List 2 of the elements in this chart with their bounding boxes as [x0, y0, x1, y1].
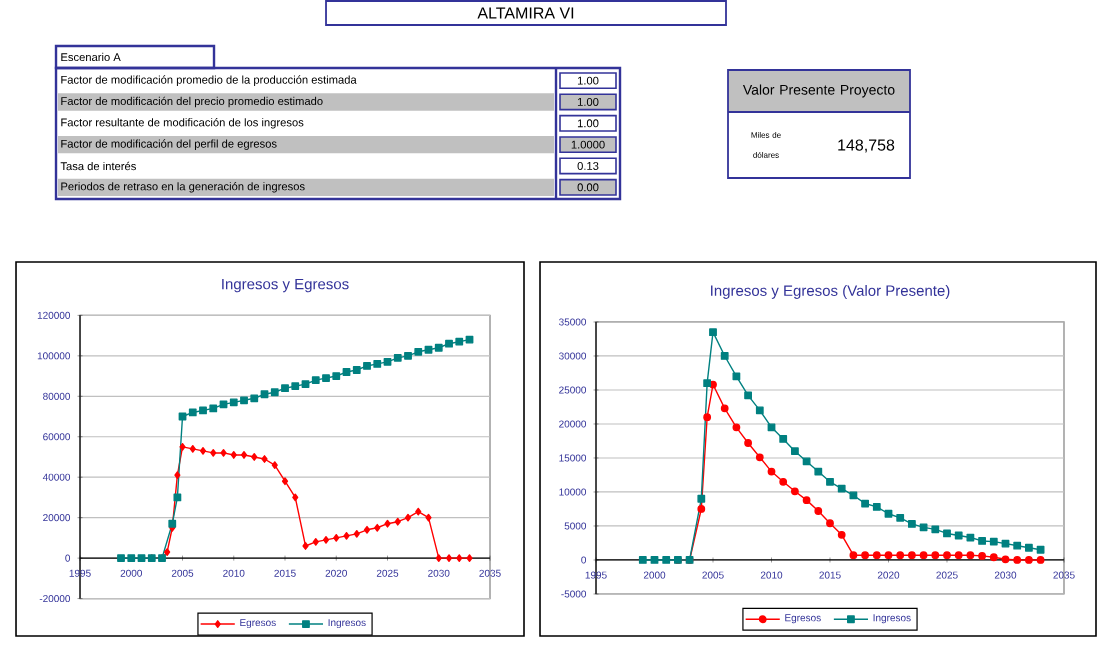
text: ALTAMIRA VI — [477, 7, 574, 19]
text: 148,758 — [838, 139, 895, 153]
